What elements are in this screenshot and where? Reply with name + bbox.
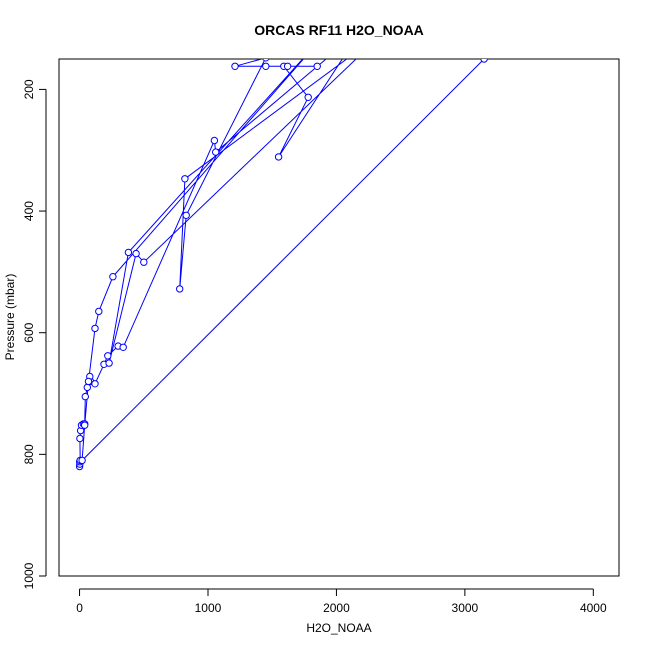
chart-title: ORCAS RF11 H2O_NOAA: [254, 22, 424, 38]
y-tick-label: 1000: [22, 562, 36, 589]
data-point: [132, 249, 140, 258]
data-point: [124, 248, 133, 257]
data-point: [76, 434, 84, 443]
data-point: [91, 324, 99, 333]
data-point: [313, 62, 321, 71]
data-point: [104, 352, 112, 360]
y-tick-label: 200: [22, 79, 36, 99]
data-point: [283, 62, 292, 71]
data-point: [105, 359, 113, 367]
data-point: [181, 175, 189, 183]
x-tick-label: 4000: [580, 601, 607, 615]
y-tick-label: 600: [22, 322, 36, 342]
data-point: [140, 258, 148, 266]
data-point: [262, 62, 270, 71]
x-tick-label: 1000: [195, 601, 222, 615]
data-point: [91, 380, 99, 388]
data-point: [78, 456, 86, 465]
data-point: [81, 421, 89, 429]
data-point: [84, 377, 93, 386]
data-point: [176, 285, 184, 293]
y-axis-label: Pressure (mbar): [3, 274, 17, 361]
data-point: [231, 62, 239, 71]
x-axis: 0 1000 2000 3000 4000: [76, 588, 607, 615]
data-point: [480, 59, 488, 63]
y-tick-label: 400: [22, 201, 36, 221]
data-point: [182, 211, 190, 220]
data-point: [83, 383, 92, 392]
data-point: [81, 392, 90, 401]
y-tick-label: 800: [22, 444, 36, 464]
x-axis-label: H2O_NOAA: [306, 621, 371, 635]
data-point: [119, 343, 127, 351]
plot-area: [75, 59, 488, 471]
data-point: [262, 59, 270, 62]
y-axis: 200 400 600 800 1000: [22, 79, 47, 589]
x-tick-label: 2000: [323, 601, 350, 615]
data-point: [304, 93, 312, 102]
x-tick-label: 0: [76, 601, 83, 615]
plot-frame: [58, 58, 620, 577]
data-point: [274, 153, 283, 161]
data-point: [109, 273, 117, 281]
data-point: [95, 307, 103, 316]
x-tick-label: 3000: [452, 601, 479, 615]
data-point: [210, 136, 219, 145]
data-point: [212, 148, 220, 156]
